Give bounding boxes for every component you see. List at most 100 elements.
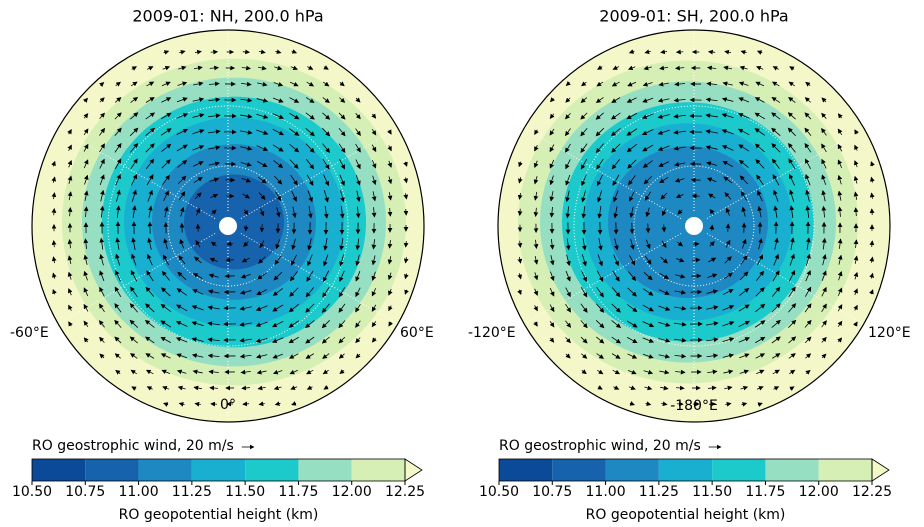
wind-arrow [51, 176, 57, 183]
wind-arrow [272, 97, 284, 103]
wind-arrow [549, 97, 555, 103]
wind-arrow [177, 160, 188, 168]
wind-arrow [99, 303, 105, 313]
wind-arrow [772, 174, 780, 186]
wind-arrow [754, 143, 765, 153]
wind-arrow [272, 337, 284, 343]
wind-arrow [611, 159, 621, 170]
wind-arrow [388, 288, 393, 296]
wind-arrow [271, 320, 284, 328]
wind-arrow [853, 304, 858, 311]
wind-arrow [371, 207, 377, 218]
wind-arrow [837, 254, 843, 265]
wind-arrow [549, 320, 555, 328]
colorbar-segment [712, 459, 766, 481]
wind-arrow [273, 160, 284, 169]
wind-arrow [706, 305, 719, 310]
wind-arrow [322, 353, 330, 359]
wind-arrow [565, 112, 571, 120]
wind-arrow [291, 190, 297, 202]
wind-arrow [708, 385, 717, 391]
wind-arrow [870, 176, 875, 183]
wind-arrow [258, 401, 265, 407]
wind-arrow [387, 256, 393, 265]
wind-arrow [754, 97, 765, 103]
colorbar-tick-label: 12.00 [332, 484, 372, 500]
wind-arrow [675, 369, 686, 375]
wind-arrow [338, 353, 345, 359]
colorbar-label: RO geopotential height (km) [586, 507, 786, 523]
wind-arrow [788, 81, 796, 87]
wind-arrow [595, 303, 605, 313]
wind-arrow [339, 158, 346, 170]
wind-arrow [403, 161, 408, 167]
wind-arrow [805, 270, 811, 282]
wind-arrow [403, 257, 409, 264]
wind-arrow [305, 143, 315, 153]
wind-arrow [161, 143, 172, 153]
wind-arrow [837, 206, 843, 217]
wind-arrow [273, 369, 283, 375]
wind-arrow [273, 81, 284, 87]
wind-arrow [821, 174, 827, 186]
wind-arrow [208, 369, 219, 375]
wind-arrow [821, 270, 827, 281]
colorbar-tick-label: 11.25 [172, 484, 212, 500]
wind-arrow [339, 254, 345, 267]
wind-arrow [176, 369, 187, 375]
wind-arrow [853, 271, 859, 280]
wind-arrow [291, 206, 297, 219]
wind-arrow [771, 319, 781, 328]
wind-arrow [756, 65, 764, 71]
wind-arrow [724, 49, 732, 55]
wind-arrow [191, 337, 204, 342]
wind-arrow [179, 49, 186, 55]
wind-arrow [274, 175, 283, 185]
wind-arrow [738, 320, 751, 328]
wind-arrow [722, 289, 734, 295]
wind-arrow [355, 190, 361, 203]
wind-arrow [580, 287, 588, 298]
wind-arrow [869, 192, 875, 199]
wind-arrow [641, 129, 654, 136]
wind-arrow [371, 129, 377, 136]
wind-arrow [870, 161, 875, 167]
wind-arrow [321, 320, 330, 329]
wind-arrow [145, 286, 155, 297]
wind-arrow [240, 162, 252, 167]
wind-arrow [130, 158, 138, 170]
wind-arrow [274, 65, 283, 71]
wind-arrow [207, 337, 220, 343]
wind-arrow [208, 129, 221, 135]
wind-arrow [192, 129, 205, 135]
wind-arrow [706, 353, 719, 359]
wind-arrow [99, 81, 105, 87]
wind-arrow [291, 254, 297, 266]
wind-arrow [627, 81, 637, 87]
wind-arrow [610, 112, 621, 120]
wind-key-label: RO geostrophic wind, 20 m/s [499, 438, 701, 454]
wind-arrow [161, 369, 171, 375]
wind-arrow [371, 144, 377, 153]
wind-arrow [191, 353, 204, 359]
wind-arrow [804, 286, 812, 297]
wind-arrow [757, 190, 763, 202]
wind-arrow [705, 145, 718, 150]
wind-arrow [756, 270, 765, 281]
wind-arrow [565, 81, 571, 87]
wind-arrow [207, 289, 220, 295]
wind-arrow [176, 304, 188, 312]
wind-arrow [658, 81, 669, 87]
wind-arrow [272, 128, 284, 136]
wind-arrow [176, 353, 188, 359]
wind-arrow [145, 303, 155, 313]
wind-arrow [255, 305, 268, 311]
wind-arrow [387, 272, 393, 281]
wind-arrow [371, 255, 377, 266]
colorbar-label: RO geopotential height (km) [119, 507, 319, 523]
wind-arrow [289, 143, 300, 153]
wind-arrow [597, 65, 603, 70]
wind-arrow [243, 225, 249, 232]
wind-arrow [207, 321, 220, 327]
wind-arrow [130, 353, 138, 359]
